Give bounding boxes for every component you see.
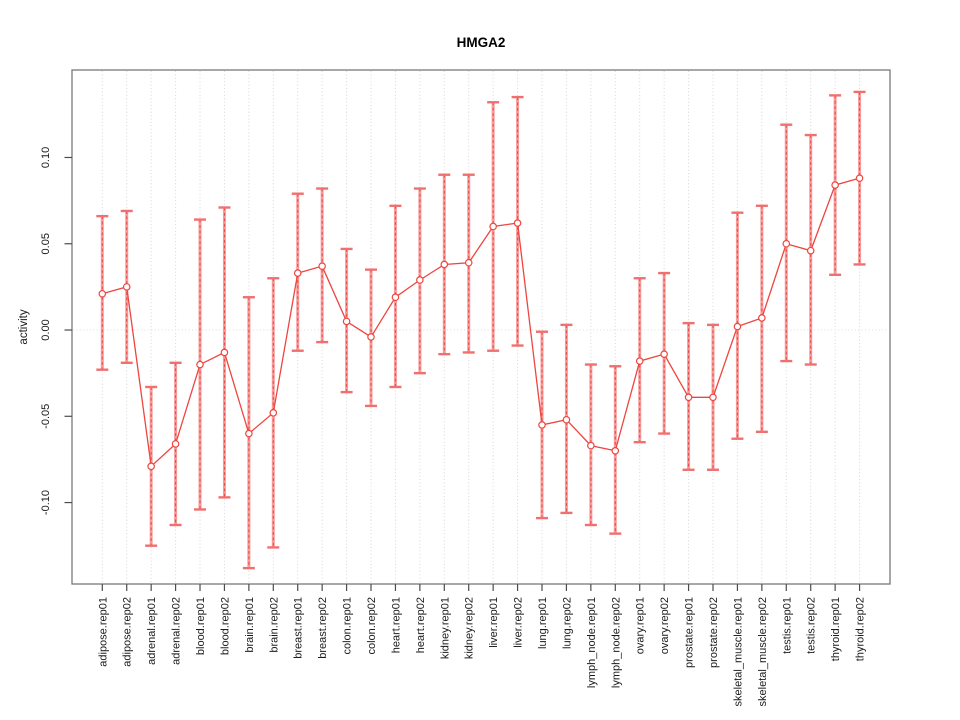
y-tick-label: -0.10 bbox=[40, 490, 52, 515]
y-tick-label: 0.00 bbox=[40, 319, 52, 340]
x-tick-label: blood.rep02 bbox=[219, 597, 231, 655]
x-tick-label: brain.rep02 bbox=[268, 597, 280, 653]
data-point bbox=[464, 258, 473, 267]
data-point bbox=[587, 441, 595, 450]
data-point bbox=[709, 393, 717, 402]
gridlines bbox=[73, 71, 889, 583]
data-point bbox=[342, 317, 351, 326]
data-point bbox=[367, 333, 375, 341]
series-line bbox=[102, 177, 860, 468]
data-point bbox=[660, 350, 668, 358]
data-point bbox=[562, 415, 571, 424]
data-point bbox=[806, 246, 815, 255]
x-tick-label: breast.rep02 bbox=[317, 597, 329, 659]
data-point bbox=[635, 357, 644, 365]
x-tick-label: heart.rep01 bbox=[390, 597, 402, 653]
x-tick-label: thyroid.rep02 bbox=[855, 597, 867, 661]
data-point bbox=[684, 393, 693, 402]
data-point bbox=[416, 276, 424, 284]
data-point bbox=[122, 283, 131, 291]
data-point bbox=[440, 260, 449, 269]
x-tick-label: blood.rep01 bbox=[195, 597, 207, 655]
data-point bbox=[293, 269, 302, 277]
plot-border bbox=[71, 69, 891, 585]
series-group bbox=[96, 90, 866, 570]
data-point bbox=[855, 174, 864, 182]
chart-title: HMGA2 bbox=[457, 35, 506, 50]
axes: -0.10 -0.05 0.00 0.05 0.10 adipose.rep01 adipo… bbox=[40, 147, 867, 707]
y-axis-label: activity bbox=[18, 309, 30, 344]
x-tick-label: ovary.rep01 bbox=[635, 597, 647, 654]
data-point bbox=[98, 289, 107, 298]
x-tick-label: liver.rep02 bbox=[513, 597, 525, 648]
x-tick-label: adipose.rep02 bbox=[122, 597, 134, 667]
x-tick-label: skeletal_muscle.rep02 bbox=[757, 597, 769, 706]
x-tick-label: liver.rep01 bbox=[488, 597, 500, 648]
data-point bbox=[831, 181, 839, 189]
x-tick-label: lung.rep01 bbox=[537, 597, 549, 649]
x-tick-label: kidney.rep01 bbox=[439, 597, 451, 659]
x-tick-label: adipose.rep01 bbox=[97, 597, 109, 667]
x-tick-label: skeletal_muscle.rep01 bbox=[732, 597, 744, 706]
y-tick-label: 0.10 bbox=[40, 147, 52, 168]
data-point bbox=[611, 446, 620, 455]
x-tick-label: heart.rep02 bbox=[415, 597, 427, 653]
data-point bbox=[196, 360, 204, 369]
x-tick-label: thyroid.rep01 bbox=[830, 597, 842, 661]
data-point bbox=[513, 219, 522, 227]
x-tick-label: ovary.rep02 bbox=[659, 597, 671, 654]
x-tick-label: adrenal.rep02 bbox=[171, 597, 183, 665]
y-tick-label: -0.05 bbox=[40, 404, 52, 429]
x-tick-label: lymph_node.rep01 bbox=[586, 597, 598, 688]
data-point bbox=[391, 293, 400, 302]
x-tick-label: adrenal.rep01 bbox=[146, 597, 158, 665]
x-tick-label: testis.rep01 bbox=[781, 597, 793, 654]
x-tick-label: testis.rep02 bbox=[806, 597, 818, 654]
x-tick-label: lung.rep02 bbox=[561, 597, 573, 649]
data-point bbox=[758, 314, 766, 322]
data-point bbox=[245, 429, 253, 438]
data-point bbox=[733, 322, 742, 331]
x-tick-label: colon.rep01 bbox=[342, 597, 354, 655]
data-point bbox=[171, 440, 180, 448]
data-point bbox=[269, 409, 278, 417]
x-tick-label: prostate.rep01 bbox=[684, 597, 696, 668]
x-tick-label: brain.rep01 bbox=[244, 597, 256, 653]
x-tick-label: lymph_node.rep02 bbox=[610, 597, 622, 688]
x-tick-label: breast.rep01 bbox=[293, 597, 305, 659]
data-point bbox=[489, 222, 497, 231]
x-tick-label: prostate.rep02 bbox=[708, 597, 720, 668]
x-tick-label: colon.rep02 bbox=[366, 597, 378, 655]
x-tick-label: kidney.rep02 bbox=[464, 597, 476, 659]
data-point bbox=[220, 348, 229, 357]
data-point bbox=[782, 239, 791, 248]
data-point bbox=[147, 462, 155, 471]
y-tick-label: 0.05 bbox=[40, 233, 52, 254]
data-point bbox=[318, 262, 326, 270]
data-point bbox=[538, 421, 546, 429]
